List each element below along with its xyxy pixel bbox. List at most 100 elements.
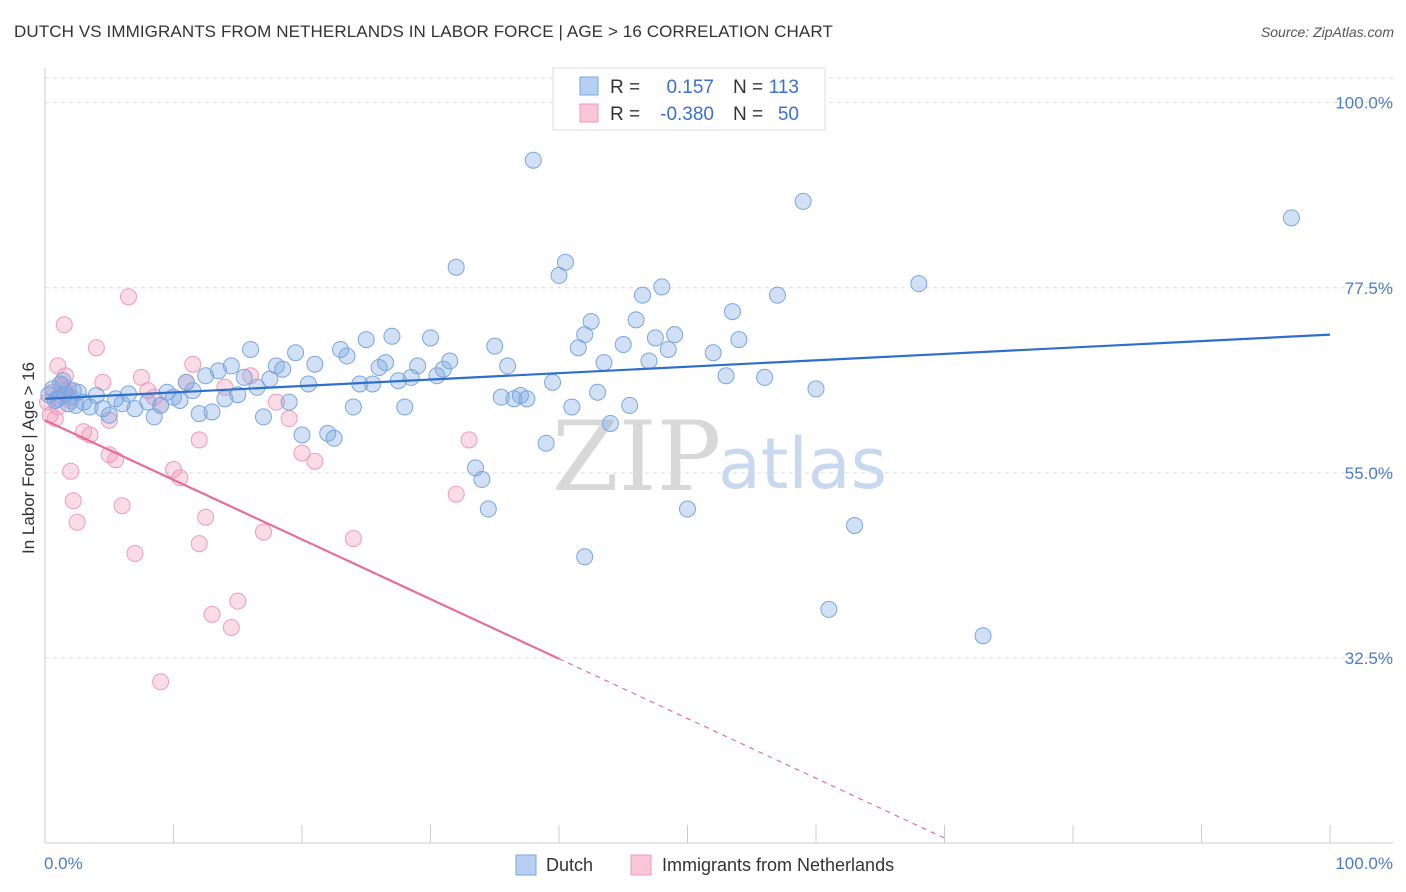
immig-point [49,357,67,375]
dutch-point [910,275,928,293]
dutch-point [723,303,741,321]
axes [44,68,1393,844]
immig-point [152,673,170,691]
dutch-point [422,329,439,347]
dutch-point [229,386,247,404]
dutch-point [357,331,375,349]
dutch-point [640,352,658,370]
x-tick-label: 0.0% [44,854,83,873]
dutch-point [222,357,240,375]
dutch-point [627,311,645,329]
dutch-point [794,192,812,210]
immig-point [267,393,285,411]
legend-r-value-immig: -0.380 [660,104,714,125]
immig-point [113,497,131,515]
dutch-point [679,500,696,518]
immig-point [55,316,73,334]
dutch-point [486,337,504,355]
chart-title: DUTCH VS IMMIGRANTS FROM NETHERLANDS IN … [14,22,833,41]
immig-point [87,339,105,357]
immig-point [460,431,478,449]
legend-r-value-dutch: 0.157 [666,77,714,98]
dutch-point [846,516,864,534]
dutch-point [197,367,215,385]
dutch-point [209,362,227,380]
series-legend: Dutch Immigrants from Netherlands [515,854,894,876]
y-tick-label: 55.0% [1345,464,1393,483]
immig-point [184,355,202,373]
dutch-point [492,388,510,406]
immig-point [190,535,208,553]
legend-swatch-dutch [579,76,599,96]
immig-point [190,431,208,449]
immig-trend-line [44,419,560,660]
dutch-point [704,344,722,362]
source-credit: Source: ZipAtlas.com [1260,24,1394,40]
dutch-point [1282,209,1300,227]
dutch-trend-line [44,333,1331,400]
dutch-point [653,278,671,296]
dutch-point [325,429,343,447]
immig-point [306,452,324,470]
legend-r-label-immig: R = [610,104,640,125]
immig-point [126,544,144,562]
dutch-point [344,398,362,416]
correlation-legend: R = 0.157 N = 113 R = -0.380 N = 50 [552,67,826,131]
trend-lines [44,333,1331,839]
dutch-point [646,329,664,347]
watermark: ZIP atlas [552,401,887,513]
immig-point [62,462,80,480]
immig-point [216,378,234,396]
dutch-point [383,327,401,345]
dutch-point [254,408,272,426]
dutch-point [94,400,112,418]
dutch-point [100,406,118,424]
immig-point [64,492,82,510]
dutch-point [820,600,838,618]
dutch-point [717,367,735,385]
grid-lines [45,77,1393,659]
immig-point [120,288,138,306]
dutch-point [524,151,542,169]
dutch-point [306,355,324,373]
dutch-point [364,375,382,393]
dutch-point [582,312,600,330]
dutch-point [807,380,825,398]
x-tick-label: 100.0% [1335,854,1393,873]
dutch-point [595,354,613,372]
immig-point [447,485,465,503]
dutch-point [537,434,555,452]
immig-trend-line-extension [558,658,945,839]
dutch-point [447,258,465,276]
dutch-point [589,383,607,401]
legend-n-label-dutch: N = [733,77,763,98]
watermark-atlas: atlas [718,423,887,505]
dutch-point [396,398,414,416]
bottom-legend-immig: Immigrants from Netherlands [662,855,894,875]
bottom-legend-swatch-dutch [515,854,537,876]
dutch-point [190,405,208,423]
y-axis-label: In Labor Force | Age > 16 [19,362,38,554]
dutch-point [614,336,632,354]
y-tick-label: 77.5% [1345,279,1393,298]
dutch-point [235,368,253,386]
legend-n-value-dutch: 113 [769,77,799,98]
bottom-legend-dutch: Dutch [546,855,593,875]
bottom-legend-swatch-immig [630,854,652,876]
immig-point [254,523,272,541]
dutch-point [280,393,298,411]
immig-point [280,410,298,428]
dutch-point [293,426,311,444]
dutch-points [40,151,1300,645]
immig-point [293,444,311,462]
dutch-point [441,352,459,370]
tick-labels: 100.0% 77.5% 55.0% 32.5% 0.0% 100.0% [44,94,1393,873]
legend-n-label-immig: N = [733,104,763,125]
dutch-point [409,357,427,375]
dutch-point [576,548,594,566]
dutch-point [974,627,992,645]
y-tick-label: 100.0% [1335,94,1393,113]
dutch-point [634,286,652,304]
dutch-point [768,286,786,304]
